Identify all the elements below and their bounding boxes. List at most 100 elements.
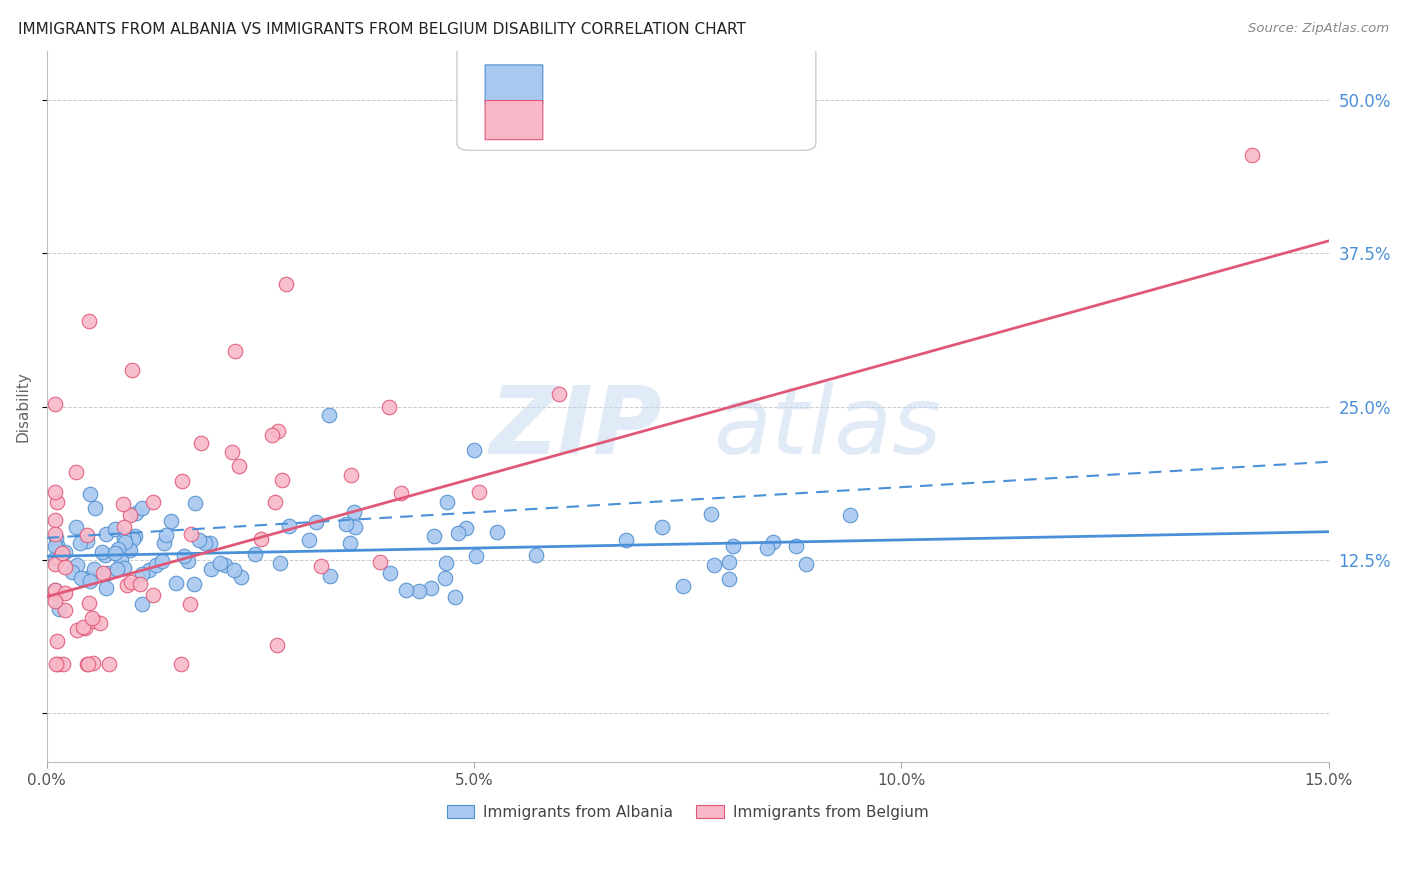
Point: [190, 435, 212, 450]
Point: [44, 585, 66, 599]
Point: [79, 574, 101, 588]
Point: [188, 533, 211, 547]
Point: [221, 445, 243, 459]
Legend: Immigrants from Albania, Immigrants from Belgium: Immigrants from Albania, Immigrants from…: [440, 798, 935, 826]
Point: [53, 560, 76, 574]
Point: [785, 539, 807, 553]
Point: [838, 508, 860, 523]
Point: [339, 467, 361, 482]
Point: [309, 559, 332, 574]
Point: [83, 562, 105, 576]
Point: [82, 657, 104, 671]
Point: [73, 621, 96, 635]
Point: [214, 558, 236, 573]
Point: [79, 487, 101, 501]
Point: [44, 586, 66, 600]
Point: [262, 428, 284, 442]
Point: [198, 536, 221, 550]
Point: [245, 547, 267, 561]
Text: ZIP: ZIP: [489, 382, 662, 474]
Point: [165, 575, 187, 590]
Point: [721, 539, 744, 553]
Point: [65, 465, 87, 479]
Point: [44, 513, 66, 527]
Point: [131, 501, 153, 516]
Point: [96, 582, 118, 596]
Text: N =: N =: [692, 86, 728, 103]
Point: [228, 458, 250, 473]
Point: [77, 571, 100, 585]
Point: [274, 277, 297, 291]
Point: [69, 535, 91, 549]
Point: [44, 484, 66, 499]
Point: [177, 554, 200, 568]
Point: [468, 484, 491, 499]
Point: [112, 531, 135, 545]
Point: [703, 558, 725, 573]
Point: [200, 562, 222, 576]
Point: [395, 582, 418, 597]
Point: [51, 546, 73, 560]
Point: [125, 506, 148, 520]
Point: [433, 571, 456, 585]
Point: [319, 569, 342, 583]
Point: [456, 521, 478, 535]
Point: [120, 508, 142, 522]
Point: [389, 486, 412, 500]
Point: [91, 544, 114, 558]
Point: [66, 558, 89, 572]
Point: [122, 533, 145, 547]
Point: [271, 474, 294, 488]
Point: [173, 549, 195, 563]
Point: [104, 522, 127, 536]
Point: [115, 578, 138, 592]
Text: 65: 65: [747, 121, 769, 139]
Point: [112, 560, 135, 574]
Point: [48, 551, 70, 566]
Point: [718, 572, 741, 586]
Point: [465, 549, 488, 563]
Point: [48, 601, 70, 615]
Point: [335, 517, 357, 532]
Point: [98, 657, 121, 672]
Point: [153, 536, 176, 550]
Point: [120, 574, 142, 589]
Point: [180, 527, 202, 541]
Point: [45, 531, 67, 545]
Point: [121, 363, 143, 377]
Point: [79, 313, 101, 327]
Point: [184, 496, 207, 510]
Point: [142, 588, 165, 602]
Point: [44, 594, 66, 608]
Point: [224, 344, 246, 359]
Point: [160, 514, 183, 528]
Point: [423, 529, 446, 543]
Point: [76, 657, 98, 672]
Point: [378, 566, 401, 580]
Point: [266, 638, 288, 652]
Point: [179, 597, 201, 611]
Point: [700, 507, 723, 521]
Point: [82, 611, 104, 625]
Point: [267, 424, 290, 438]
FancyBboxPatch shape: [485, 101, 543, 140]
Point: [651, 519, 673, 533]
Point: [53, 585, 76, 599]
Point: [44, 582, 66, 597]
Point: [762, 535, 785, 549]
Point: [83, 614, 105, 628]
Point: [145, 558, 167, 572]
Point: [104, 545, 127, 559]
Point: [52, 657, 75, 672]
Text: 0.192: 0.192: [614, 86, 668, 103]
Point: [420, 581, 443, 595]
Point: [53, 544, 76, 558]
Point: [278, 518, 301, 533]
Point: [155, 528, 177, 542]
Point: [60, 566, 83, 580]
Point: [44, 550, 66, 565]
Point: [524, 548, 547, 562]
Point: [91, 566, 114, 581]
Y-axis label: Disability: Disability: [15, 371, 30, 442]
Point: [318, 408, 340, 422]
